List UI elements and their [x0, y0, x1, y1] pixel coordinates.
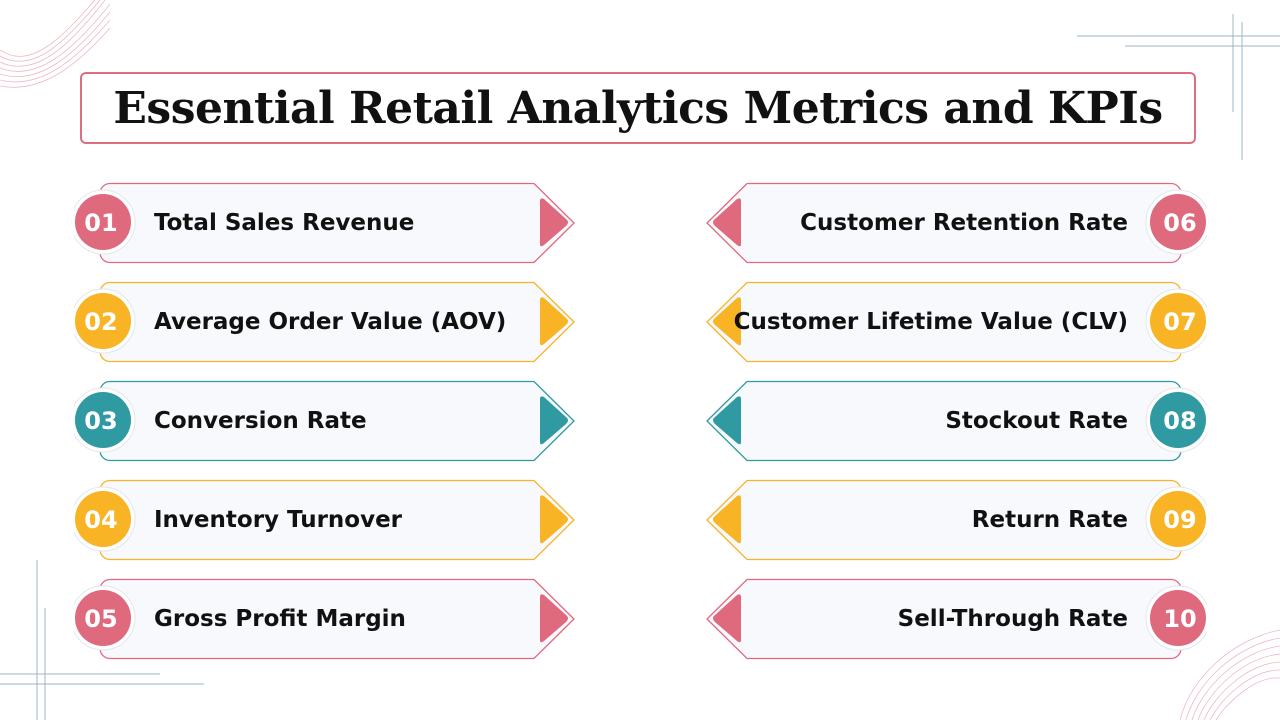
metric-card-02: Average Order Value (AOV) 02: [74, 281, 577, 363]
badge-circle: [75, 293, 131, 349]
metric-label: Customer Retention Rate: [800, 210, 1128, 236]
badge-circle: [1150, 194, 1206, 250]
metric-label: Average Order Value (AOV): [154, 309, 507, 335]
metric-label: Inventory Turnover: [154, 507, 403, 533]
number-badge: 09: [1163, 506, 1197, 534]
metric-card-09: Return Rate 09: [704, 479, 1207, 561]
card-shape: [74, 182, 575, 264]
arrow-icon: [540, 297, 568, 346]
arrow-icon: [540, 198, 568, 247]
arrow-icon: [713, 495, 741, 544]
metric-card-03: Conversion Rate 03: [74, 380, 577, 462]
metric-label: Total Sales Revenue: [154, 210, 415, 236]
metric-label: Stockout Rate: [945, 408, 1128, 434]
arrow-icon: [540, 594, 568, 643]
card-shape: [74, 479, 575, 561]
metric-label: Conversion Rate: [154, 408, 367, 434]
arrow-icon: [713, 297, 741, 346]
metric-label: Return Rate: [971, 507, 1128, 533]
number-badge: 01: [84, 209, 118, 237]
card-shape: [706, 281, 1207, 363]
arrow-icon: [713, 594, 741, 643]
metric-card-05: Gross Profit Margin 05: [74, 578, 577, 660]
card-shape: [706, 182, 1207, 264]
badge-circle: [75, 491, 131, 547]
metric-card-04: Inventory Turnover 04: [74, 479, 577, 561]
metric-card-10: Sell-Through Rate 10: [704, 578, 1207, 660]
badge-circle: [75, 194, 131, 250]
number-badge: 06: [1163, 209, 1197, 237]
arrow-icon: [713, 198, 741, 247]
arrow-icon: [713, 396, 741, 445]
card-shape: [74, 281, 575, 363]
number-badge: 02: [84, 308, 118, 336]
badge-circle: [1150, 293, 1206, 349]
number-badge: 10: [1163, 605, 1197, 633]
card-shape: [706, 578, 1207, 660]
metric-card-08: Stockout Rate 08: [704, 380, 1207, 462]
metric-card-06: Customer Retention Rate 06: [704, 182, 1207, 264]
number-badge: 05: [84, 605, 118, 633]
card-shape: [706, 380, 1207, 462]
number-badge: 08: [1163, 407, 1197, 435]
metric-label: Sell-Through Rate: [897, 606, 1128, 632]
arrow-icon: [540, 396, 568, 445]
badge-circle: [1150, 590, 1206, 646]
number-badge: 07: [1163, 308, 1197, 336]
card-shape: [74, 578, 575, 660]
badge-circle: [75, 590, 131, 646]
card-shape: [706, 479, 1207, 561]
number-badge: 03: [84, 407, 118, 435]
card-shape: [74, 380, 575, 462]
badge-circle: [75, 392, 131, 448]
metric-card-01: Total Sales Revenue 01: [74, 182, 577, 264]
number-badge: 04: [84, 506, 118, 534]
title-box: Essential Retail Analytics Metrics and K…: [80, 72, 1196, 144]
metric-card-07: Customer Lifetime Value (CLV) 07: [704, 281, 1207, 363]
badge-circle: [1150, 392, 1206, 448]
metric-label: Customer Lifetime Value (CLV): [733, 309, 1128, 335]
arrow-icon: [540, 495, 568, 544]
metric-label: Gross Profit Margin: [154, 606, 406, 632]
page-title: Essential Retail Analytics Metrics and K…: [113, 82, 1163, 134]
badge-circle: [1150, 491, 1206, 547]
